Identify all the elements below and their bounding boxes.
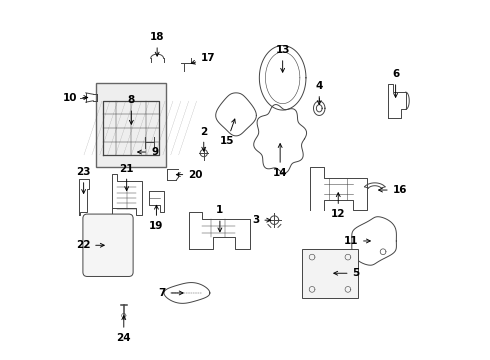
Text: 16: 16 [379, 185, 407, 195]
Text: 2: 2 [200, 127, 207, 151]
Text: 19: 19 [149, 205, 164, 231]
Text: 5: 5 [334, 268, 360, 278]
Text: 1: 1 [216, 206, 223, 232]
Text: 17: 17 [191, 53, 216, 64]
Text: 7: 7 [158, 288, 183, 298]
Text: 14: 14 [273, 144, 288, 178]
Text: 18: 18 [150, 32, 164, 56]
Text: 22: 22 [75, 240, 104, 250]
Text: 3: 3 [252, 215, 270, 225]
Text: 24: 24 [117, 316, 131, 343]
Text: 15: 15 [220, 119, 235, 146]
Bar [96, 83, 166, 167]
Text: 4: 4 [316, 81, 323, 104]
Text: 10: 10 [63, 93, 88, 103]
Text: 20: 20 [176, 170, 203, 180]
Text: 23: 23 [76, 167, 91, 193]
Text: 21: 21 [120, 163, 134, 190]
Text: 13: 13 [275, 45, 290, 72]
Text: 12: 12 [331, 193, 345, 219]
Bar [302, 249, 358, 298]
Text: 11: 11 [343, 236, 370, 246]
FancyBboxPatch shape [83, 214, 133, 276]
Text: 9: 9 [138, 147, 158, 157]
Text: 8: 8 [128, 95, 135, 124]
Text: 6: 6 [392, 69, 399, 97]
